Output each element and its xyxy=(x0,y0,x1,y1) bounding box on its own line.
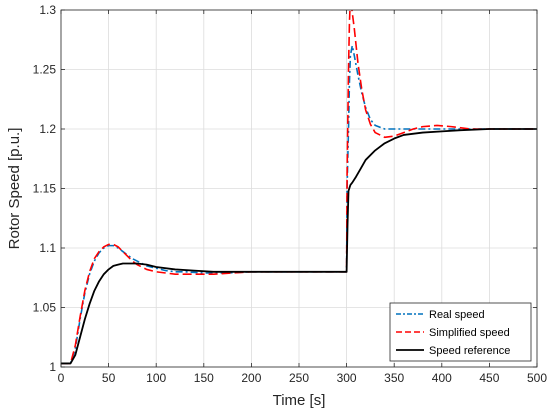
legend-label: Speed reference xyxy=(429,345,510,357)
x-tick-label: 400 xyxy=(432,371,452,385)
y-tick-label: 1.05 xyxy=(33,301,57,315)
y-axis-title: Rotor Speed [p.u.] xyxy=(6,128,23,250)
x-tick-label: 50 xyxy=(102,371,116,385)
x-tick-label: 100 xyxy=(146,371,166,385)
x-tick-label: 300 xyxy=(337,371,357,385)
x-tick-label: 0 xyxy=(58,371,65,385)
series-line-speed-reference xyxy=(61,128,537,365)
y-tick-label: 1.1 xyxy=(39,241,56,255)
x-tick-label: 500 xyxy=(527,371,547,385)
legend-label: Real speed xyxy=(429,309,485,321)
y-tick-label: 1.3 xyxy=(39,3,56,17)
legend: Real speed Simplified speed Speed referenc… xyxy=(389,302,532,362)
y-tick-label: 1 xyxy=(49,360,56,374)
y-tick-label: 1.15 xyxy=(33,182,57,196)
y-tick-label: 1.25 xyxy=(33,63,57,77)
x-tick-label: 200 xyxy=(241,371,261,385)
x-tick-label: 250 xyxy=(289,371,309,385)
x-axis-title: Time [s] xyxy=(273,392,326,409)
legend-label: Simplified speed xyxy=(429,327,510,339)
x-tick-label: 150 xyxy=(194,371,214,385)
series-line-real-speed xyxy=(61,44,537,365)
y-tick-label: 1.2 xyxy=(39,122,56,136)
legend-box xyxy=(389,302,532,362)
x-tick-label: 450 xyxy=(479,371,499,385)
x-tick-label: 350 xyxy=(384,371,404,385)
